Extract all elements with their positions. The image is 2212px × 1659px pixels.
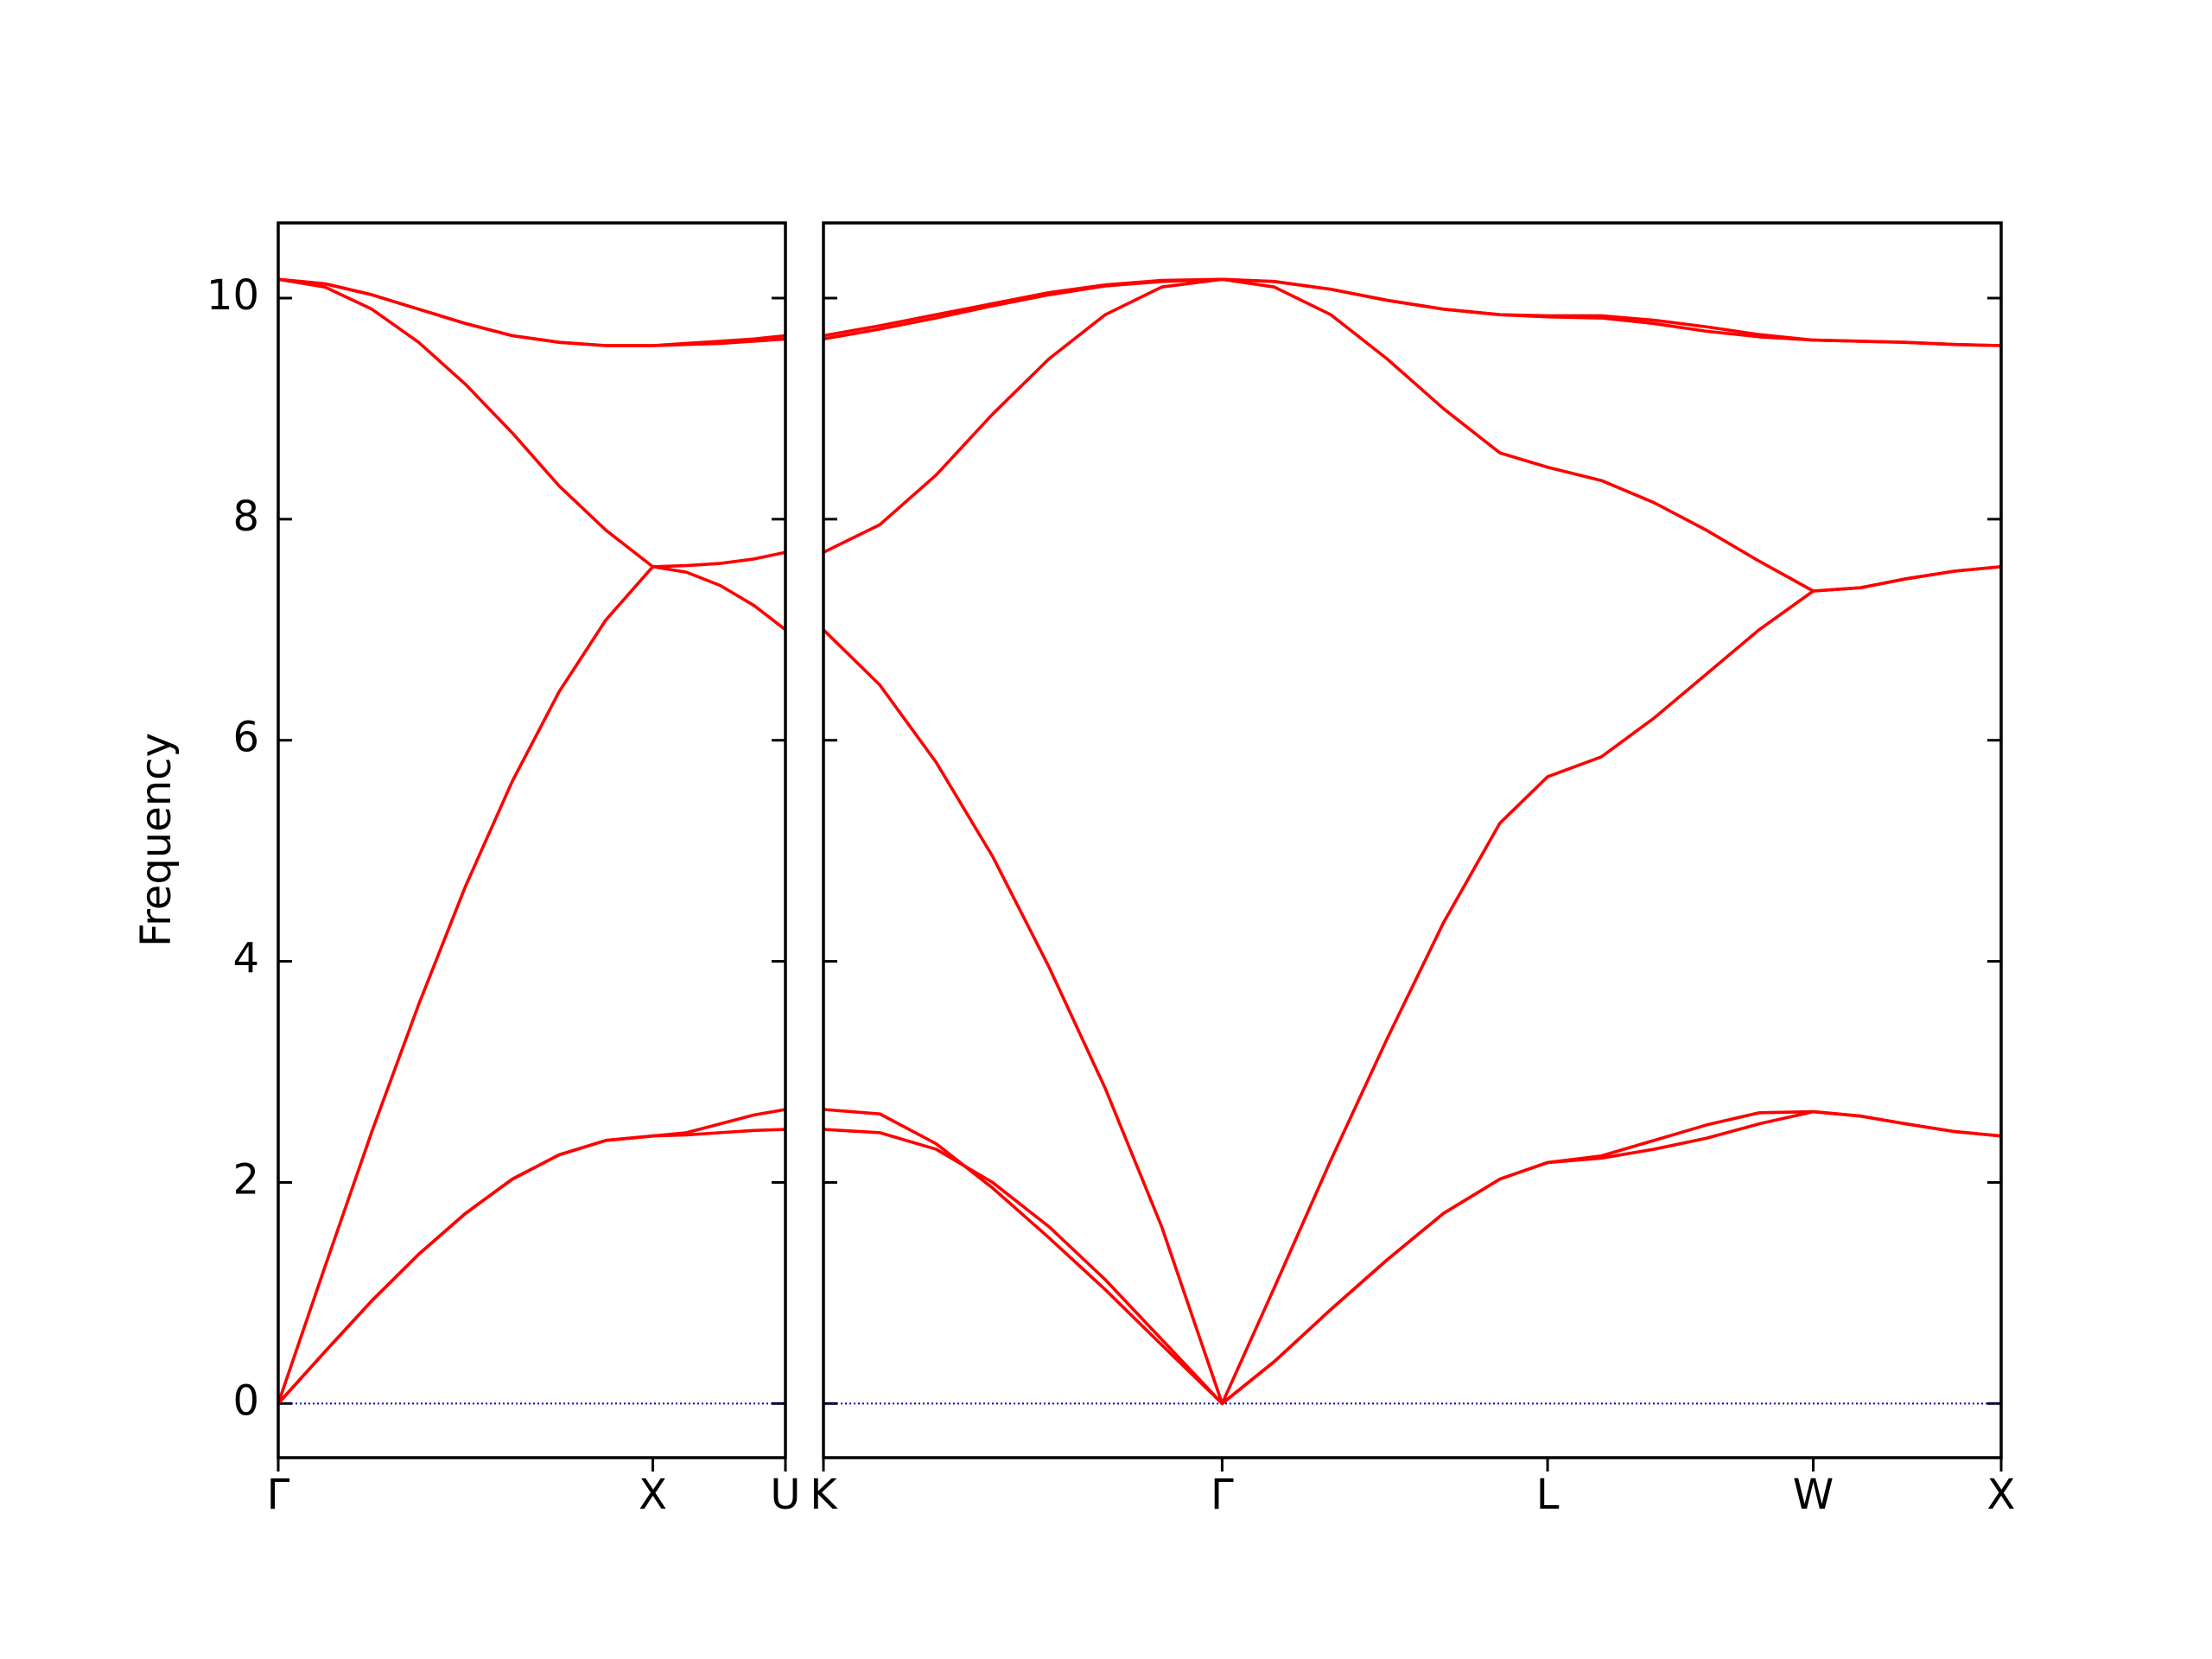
y-tick-label: 8 <box>232 493 259 541</box>
band-line <box>276 565 787 1404</box>
y-tick-label: 2 <box>232 1155 259 1204</box>
band-line <box>823 1108 2002 1406</box>
band-line <box>277 277 786 347</box>
y-tick-label: 0 <box>232 1376 259 1425</box>
plot-frame <box>276 221 787 1459</box>
x-tick-label: L <box>1536 1471 1560 1519</box>
x-tick-label: Γ <box>1211 1471 1234 1519</box>
x-tick-label: K <box>810 1471 838 1519</box>
band-line <box>823 1109 2002 1406</box>
band-line <box>822 565 2002 1406</box>
x-tick-label: X <box>1987 1471 2016 1519</box>
x-tick-label: U <box>770 1471 800 1519</box>
plot-frame <box>822 221 2003 1459</box>
band-line <box>823 277 2002 593</box>
y-tick-label: 6 <box>232 714 259 762</box>
y-tick-label: 4 <box>232 935 259 983</box>
x-tick-label: Γ <box>267 1471 290 1519</box>
band-line <box>823 277 2002 347</box>
band-line <box>277 277 786 569</box>
x-tick-label: X <box>639 1471 667 1519</box>
x-tick-label: W <box>1793 1471 1834 1519</box>
y-tick-label: 10 <box>207 271 259 320</box>
y-axis-label: Frequency <box>132 733 181 947</box>
band-line <box>823 277 2002 347</box>
band-line <box>276 1108 786 1405</box>
